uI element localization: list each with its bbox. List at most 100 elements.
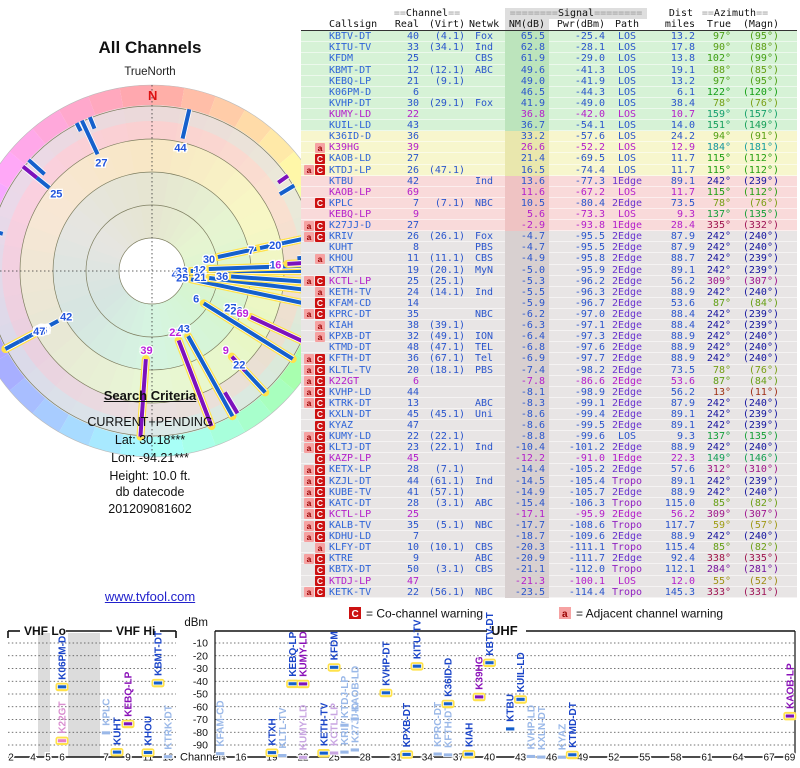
cell-nm-db: -14.5 bbox=[505, 475, 549, 487]
chart-callsign-label: K06PM-D bbox=[58, 636, 69, 680]
cell-network: TEL bbox=[475, 342, 494, 354]
hue-overlay-segment bbox=[45, 296, 136, 415]
cell-path: LOS bbox=[617, 431, 637, 443]
radar-channel-label: 39 bbox=[140, 345, 152, 357]
compass-hue-rim-segment bbox=[235, 109, 272, 144]
cell-azimuth-true: 333° bbox=[706, 586, 731, 598]
co-channel-badge: C bbox=[315, 509, 325, 520]
cell-azimuth-true: 242° bbox=[706, 531, 731, 543]
cell-path: LOS bbox=[617, 42, 637, 54]
cell-azimuth-true: 59° bbox=[712, 520, 731, 532]
adjacent-channel-badge: a bbox=[304, 498, 314, 509]
radar-bar bbox=[223, 391, 240, 415]
cell-nm-db: -12.2 bbox=[505, 453, 549, 465]
radar-channel-label: 30 bbox=[203, 254, 215, 266]
radar-channel-label: 26 bbox=[230, 305, 242, 317]
cell-real-channel: 22 bbox=[406, 108, 419, 120]
cell-power-dbm: -96.7 bbox=[574, 297, 605, 309]
co-channel-badge: C bbox=[315, 531, 325, 542]
cell-real-channel: 50 bbox=[406, 564, 419, 576]
vhf-gray-band bbox=[38, 633, 50, 757]
cell-real-channel: 48 bbox=[406, 342, 419, 354]
cell-power-dbm: -105.7 bbox=[568, 486, 605, 498]
cell-path: LOS bbox=[617, 186, 637, 198]
cell-nm-db: -2.9 bbox=[505, 220, 549, 232]
chart-bar-group: KEBQ-LP bbox=[286, 631, 300, 689]
radar-bar bbox=[277, 174, 290, 185]
cell-network: MyN bbox=[475, 264, 494, 276]
table-row: a KIAH 38 (39.1) -6.3 -97.1 2Edge 88.4 242° (239°… bbox=[301, 320, 797, 332]
cell-power-dbm: -41.9 bbox=[574, 75, 605, 87]
warning-badges bbox=[301, 76, 327, 87]
cell-nm-db: -8.6 bbox=[505, 408, 549, 421]
channel-tick-label: 46 bbox=[546, 753, 558, 764]
cell-callsign: KUMY-LD bbox=[329, 108, 372, 120]
cell-path: 2Edge bbox=[611, 342, 643, 354]
cell-virtual-channel bbox=[419, 387, 465, 398]
cell-callsign: KPLC bbox=[329, 197, 354, 209]
cell-virtual-channel bbox=[419, 509, 465, 520]
cell-network: Fox bbox=[475, 31, 494, 43]
cell-distance: 115.4 bbox=[664, 542, 695, 554]
cell-distance: 117.7 bbox=[664, 520, 695, 532]
cell-power-dbm: -69.5 bbox=[574, 153, 605, 165]
cell-virtual-channel: (11.1) bbox=[428, 253, 465, 265]
channel-tick-label: 69 bbox=[784, 753, 796, 764]
dbm-tick-label: -50 bbox=[193, 689, 208, 701]
signal-bar bbox=[536, 754, 547, 760]
cell-virtual-channel: (22.1) bbox=[428, 431, 465, 443]
cell-real-channel: 35 bbox=[406, 308, 419, 320]
cell-network bbox=[465, 576, 505, 587]
criteria-lon: Lon: -94.21*** bbox=[111, 451, 189, 465]
cell-real-channel: 69 bbox=[406, 186, 419, 198]
signal-bar bbox=[484, 660, 495, 665]
cell-network: Ind bbox=[475, 442, 494, 454]
criteria-height: Height: 10.0 ft. bbox=[109, 469, 191, 483]
adjacent-channel-badge: a bbox=[304, 509, 314, 520]
cell-callsign: KTDJ-LP bbox=[329, 164, 372, 176]
cell-distance: 89.1 bbox=[670, 408, 695, 420]
adjacent-channel-legend-text: = Adjacent channel warning bbox=[576, 607, 723, 621]
cell-azimuth-true: 159° bbox=[706, 108, 731, 120]
header-path: Path bbox=[614, 19, 640, 31]
signal-bar bbox=[349, 747, 360, 753]
cell-callsign: KUHT bbox=[329, 242, 354, 254]
cell-path: 2Edge bbox=[611, 331, 643, 343]
table-row: KUMY-LD 22 36.8 -42.0 LOS 10.7 159° (157°) bbox=[301, 108, 797, 121]
cell-power-dbm: -112.0 bbox=[568, 564, 605, 576]
table-row: a KETH-TV 24 (14.1) Ind -5.5 -96.3 2Edge 88.9 242… bbox=[301, 286, 797, 298]
signal-bar bbox=[287, 681, 298, 687]
cell-azimuth-true: 242° bbox=[706, 175, 731, 187]
cell-distance: 88.9 bbox=[670, 286, 695, 298]
chart-bar-group: KTBU bbox=[505, 694, 517, 732]
signal-bar bbox=[474, 694, 484, 700]
cell-power-dbm: -95.8 bbox=[574, 253, 605, 265]
cell-azimuth-true: 242° bbox=[706, 408, 731, 420]
cell-network bbox=[465, 320, 505, 331]
warning-badges bbox=[301, 209, 327, 220]
chart-bar-group: KTXH bbox=[265, 718, 279, 758]
cell-network: CBS bbox=[475, 253, 494, 265]
signal-bar bbox=[57, 684, 67, 690]
tvfool-link[interactable]: www.tvfool.com bbox=[104, 589, 196, 604]
adjacent-channel-legend-badge bbox=[559, 607, 571, 619]
adjacent-channel-badge: a bbox=[304, 587, 314, 598]
table-row: a C KALB-TV 35 (5.1) NBC -17.7 -108.6 Tropo 117.7… bbox=[301, 520, 797, 532]
radar-bar bbox=[0, 231, 4, 236]
co-channel-badge: C bbox=[315, 420, 325, 431]
cell-virtual-channel: (39.1) bbox=[428, 320, 465, 332]
cell-distance: 19.1 bbox=[670, 64, 695, 76]
cell-path: 2Edge bbox=[611, 297, 643, 309]
cell-power-dbm: -49.0 bbox=[574, 97, 605, 109]
radar-bar bbox=[190, 277, 304, 306]
cell-path: LOS bbox=[617, 153, 637, 165]
cell-azimuth-magnetic: (240°) bbox=[742, 231, 779, 243]
signal-bar bbox=[412, 663, 422, 669]
cell-path: 1Edge bbox=[611, 453, 643, 465]
cell-azimuth-true: 122° bbox=[706, 86, 731, 98]
chart-callsign-label: KITU-TV bbox=[412, 619, 423, 659]
table-row: a C KLTJ-DT 23 (22.1) Ind -10.4 -101.2 2Edge 88.9… bbox=[301, 442, 797, 454]
